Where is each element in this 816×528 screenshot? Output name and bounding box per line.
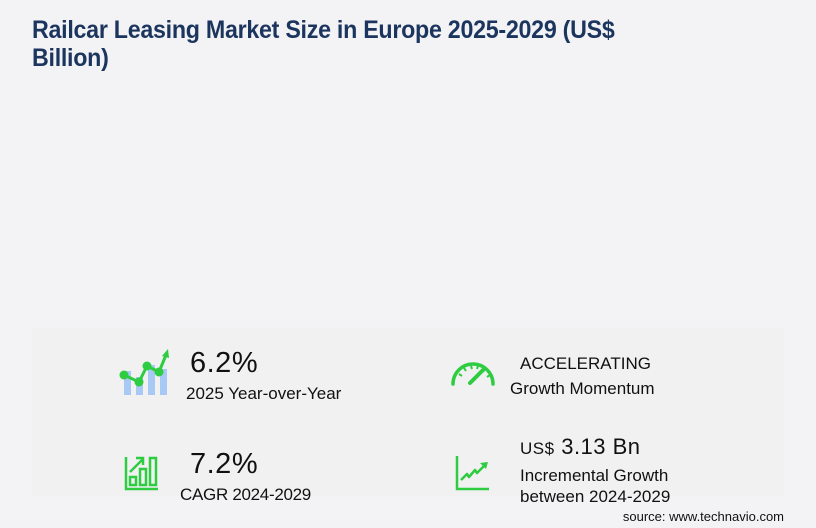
momentum-value: ACCELERATING — [520, 354, 651, 373]
source-credit: source: www.technavio.com — [622, 509, 784, 524]
bar-chart-arrow-icon — [124, 456, 158, 491]
line-bar-growth-icon — [119, 349, 169, 395]
incremental-label-line2: between 2024-2029 — [520, 487, 671, 506]
incremental-label-line1: Incremental Growth — [520, 466, 669, 485]
momentum-label: Growth Momentum — [510, 379, 655, 398]
speedometer-icon — [451, 362, 495, 386]
cagr-label: CAGR 2024-2029 — [180, 485, 311, 504]
cagr-value: 7.2% — [190, 448, 259, 480]
yoy-label: 2025 Year-over-Year — [186, 384, 342, 403]
stats-panel — [32, 328, 784, 496]
incremental-value: US$ 3.13 Bn — [520, 434, 641, 460]
chart-area — [32, 80, 784, 320]
incremental-amount: 3.13 Bn — [561, 434, 641, 459]
trend-line-icon — [455, 456, 489, 491]
yoy-value: 6.2% — [190, 347, 259, 379]
currency-prefix: US$ — [520, 439, 555, 458]
page-title: Railcar Leasing Market Size in Europe 20… — [32, 16, 615, 72]
